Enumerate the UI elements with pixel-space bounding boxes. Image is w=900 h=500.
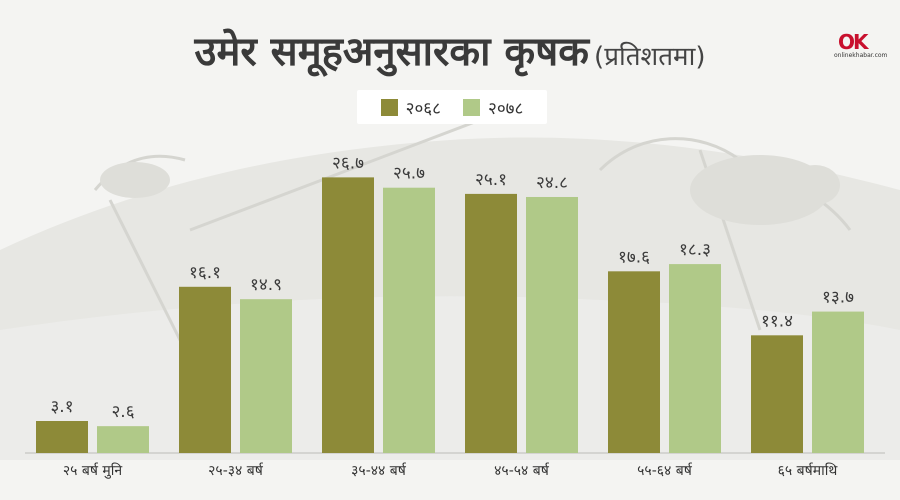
logo-mark: OK (838, 30, 869, 54)
bar-series-1-cat-3 (322, 177, 374, 453)
data-label-series-1-cat-6: ११.४ (761, 311, 793, 331)
chart-legend: २०६८ २०७८ (357, 90, 547, 124)
bar-series-1-cat-2 (179, 286, 231, 453)
data-label-series-2-cat-5: १८.३ (679, 240, 711, 260)
data-label-series-2-cat-3: २५.७ (393, 164, 425, 184)
data-label-series-2-cat-4: २४.८ (536, 173, 568, 193)
x-tick-label-2: २५-३४ बर्ष (208, 462, 264, 479)
data-label-series-2-cat-6: १३.७ (822, 288, 854, 308)
data-label-series-2-cat-1: २.६ (111, 402, 134, 422)
x-tick-label-3: ३५-४४ बर्ष (351, 462, 407, 479)
bar-series-2-cat-5 (669, 264, 721, 453)
onlinekhabar-logo: OK onlinekhabar.com (834, 30, 888, 60)
legend-swatch-series-1 (380, 98, 398, 116)
data-label-series-2-cat-2: १४.९ (250, 275, 282, 295)
data-label-series-1-cat-3: २६.७ (332, 153, 364, 173)
title-subtitle: (प्रतिशतमा) (594, 42, 706, 72)
bar-series-2-cat-2 (240, 299, 292, 453)
bar-series-1-cat-5 (608, 271, 660, 453)
legend-label-series-1: २०६८ (405, 98, 441, 119)
bar-series-1-cat-4 (465, 193, 517, 453)
legend-label-series-2: २०७८ (488, 98, 524, 119)
x-tick-label-4: ४५-५४ बर्ष (494, 462, 550, 479)
legend-swatch-series-2 (463, 98, 480, 116)
data-label-series-1-cat-1: ३.१ (50, 397, 73, 417)
bar-series-2-cat-4 (526, 196, 578, 453)
bar-series-2-cat-1 (97, 426, 149, 453)
data-label-series-1-cat-5: १७.६ (618, 247, 650, 267)
x-tick-label-1: २५ बर्ष मुनि (63, 462, 123, 479)
x-tick-label-5: ५५-६४ बर्ष (637, 462, 693, 479)
bar-series-1-cat-6 (751, 335, 803, 453)
bar-series-2-cat-6 (812, 311, 864, 453)
bar-series-2-cat-3 (383, 187, 435, 453)
x-tick-label-6: ६५ बर्षमाथि (778, 462, 839, 479)
data-label-series-1-cat-4: २५.१ (475, 170, 507, 190)
logo-text: onlinekhabar.com (834, 52, 888, 59)
bar-series-1-cat-1 (36, 420, 88, 453)
data-label-series-1-cat-2: १६.१ (189, 263, 221, 283)
legend-item-series-1: २०६८ (380, 96, 441, 119)
chart-title: उमेर समूहअनुसारका कृषक (प्रतिशतमा) (0, 22, 900, 77)
title-main: उमेर समूहअनुसारका कृषक (194, 29, 589, 75)
legend-item-series-2: २०७८ (463, 96, 523, 119)
